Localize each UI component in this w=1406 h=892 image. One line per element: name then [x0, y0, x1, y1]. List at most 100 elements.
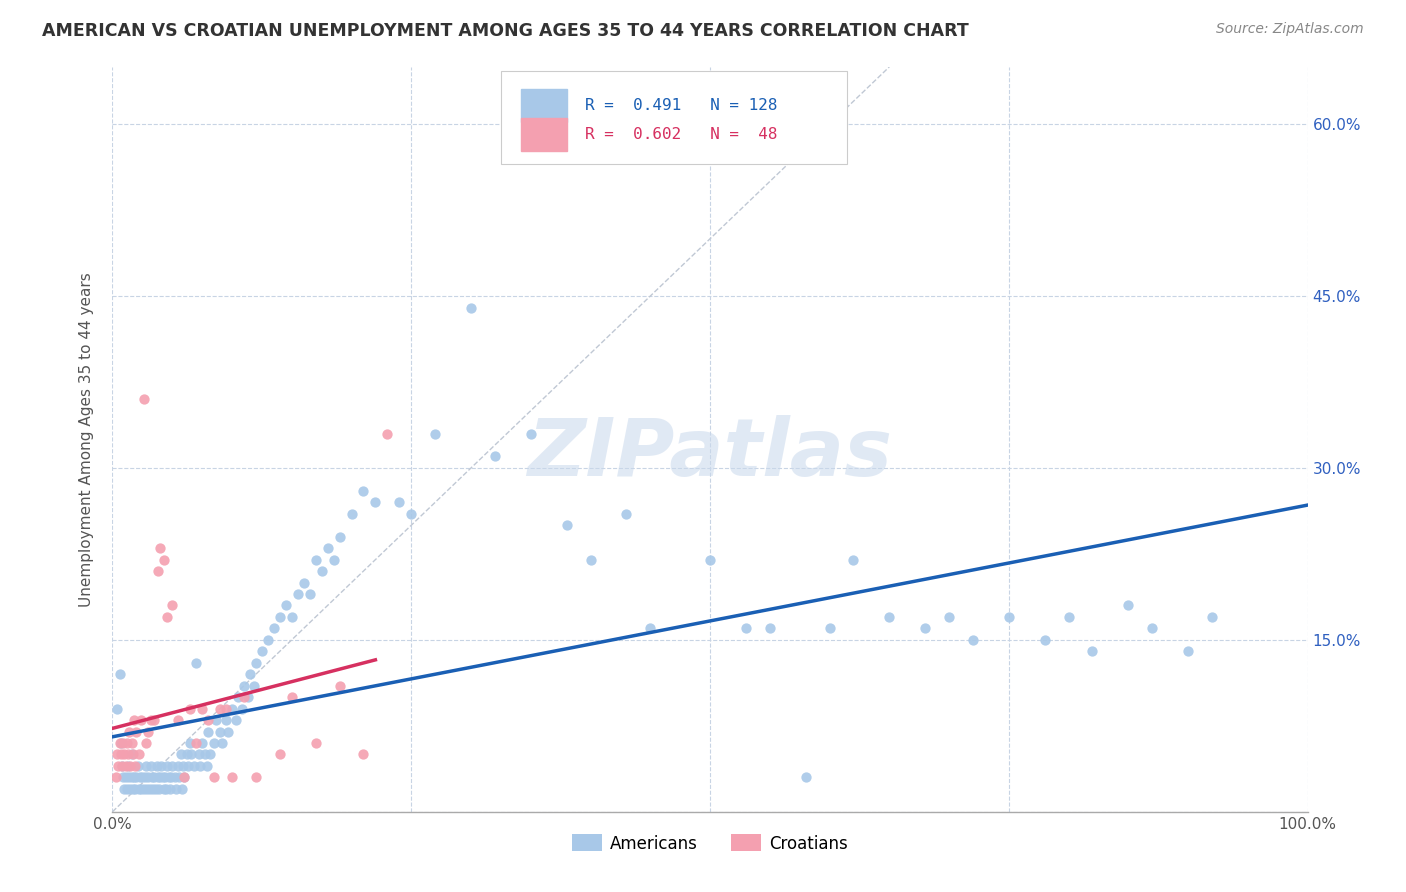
Point	[226, 690, 249, 705]
Point	[188, 759, 211, 773]
Point	[129, 713, 152, 727]
Point	[120, 781, 142, 796]
Point	[191, 701, 214, 715]
Point	[150, 759, 173, 773]
Point	[167, 759, 190, 773]
Point	[274, 599, 297, 613]
Point	[149, 541, 172, 556]
Point	[112, 770, 135, 784]
Text: R =  0.602   N =  48: R = 0.602 N = 48	[585, 128, 778, 142]
Point	[352, 483, 374, 498]
Point	[152, 770, 174, 784]
Point	[269, 747, 291, 762]
Point	[352, 747, 374, 762]
Point	[141, 770, 163, 784]
Legend: Americans, Croatians: Americans, Croatians	[565, 828, 855, 859]
Point	[200, 747, 222, 762]
Point	[818, 621, 841, 635]
Point	[138, 781, 160, 796]
Point	[1118, 599, 1140, 613]
Point	[202, 736, 225, 750]
FancyBboxPatch shape	[522, 119, 567, 151]
Point	[187, 747, 209, 762]
Point	[121, 781, 143, 796]
Point	[143, 770, 166, 784]
Point	[257, 632, 280, 647]
Point	[231, 701, 253, 715]
Point	[153, 552, 176, 566]
Point	[162, 599, 183, 613]
Point	[118, 770, 141, 784]
Point	[311, 564, 333, 578]
Point	[114, 747, 135, 762]
Point	[127, 759, 149, 773]
Point	[177, 759, 200, 773]
Point	[110, 736, 132, 750]
Point	[128, 747, 150, 762]
Point	[425, 426, 447, 441]
Point	[735, 621, 758, 635]
Point	[245, 770, 267, 784]
Point	[938, 610, 960, 624]
Point	[114, 781, 135, 796]
Point	[233, 679, 256, 693]
Point	[153, 770, 176, 784]
Point	[153, 781, 176, 796]
Point	[211, 736, 233, 750]
Point	[225, 713, 247, 727]
Point	[879, 610, 901, 624]
Point	[217, 724, 239, 739]
Point	[169, 770, 191, 784]
Point	[111, 759, 134, 773]
Point	[169, 747, 191, 762]
Point	[146, 770, 169, 784]
Point	[135, 759, 157, 773]
Point	[173, 770, 195, 784]
Point	[118, 724, 141, 739]
Point	[156, 610, 179, 624]
Point	[122, 770, 145, 784]
Point	[121, 747, 143, 762]
Point	[145, 759, 167, 773]
Point	[1177, 644, 1199, 658]
Point	[114, 759, 136, 773]
Point	[263, 621, 285, 635]
Point	[377, 426, 399, 441]
Point	[115, 781, 138, 796]
Point	[759, 621, 782, 635]
Point	[794, 770, 817, 784]
Point	[329, 679, 352, 693]
Point	[156, 759, 179, 773]
Point	[143, 713, 166, 727]
Point	[555, 518, 578, 533]
Point	[640, 621, 662, 635]
Point	[138, 724, 160, 739]
Text: ZIPatlas: ZIPatlas	[527, 415, 893, 493]
Point	[233, 690, 256, 705]
Point	[132, 392, 155, 407]
Point	[322, 552, 344, 566]
Point	[191, 736, 214, 750]
Point	[401, 507, 423, 521]
Point	[281, 690, 304, 705]
Point	[132, 781, 155, 796]
Point	[125, 770, 148, 784]
Point	[125, 724, 148, 739]
Point	[962, 632, 984, 647]
Point	[1033, 632, 1056, 647]
Point	[209, 701, 232, 715]
Point	[136, 781, 159, 796]
Point	[998, 610, 1021, 624]
Point	[197, 724, 219, 739]
Point	[129, 770, 152, 784]
Point	[269, 610, 291, 624]
Point	[616, 507, 638, 521]
Point	[107, 759, 129, 773]
FancyBboxPatch shape	[522, 89, 567, 122]
Point	[842, 552, 865, 566]
Point	[160, 770, 183, 784]
Point	[183, 759, 205, 773]
Point	[120, 759, 142, 773]
Y-axis label: Unemployment Among Ages 35 to 44 years: Unemployment Among Ages 35 to 44 years	[79, 272, 94, 607]
Point	[388, 495, 411, 509]
